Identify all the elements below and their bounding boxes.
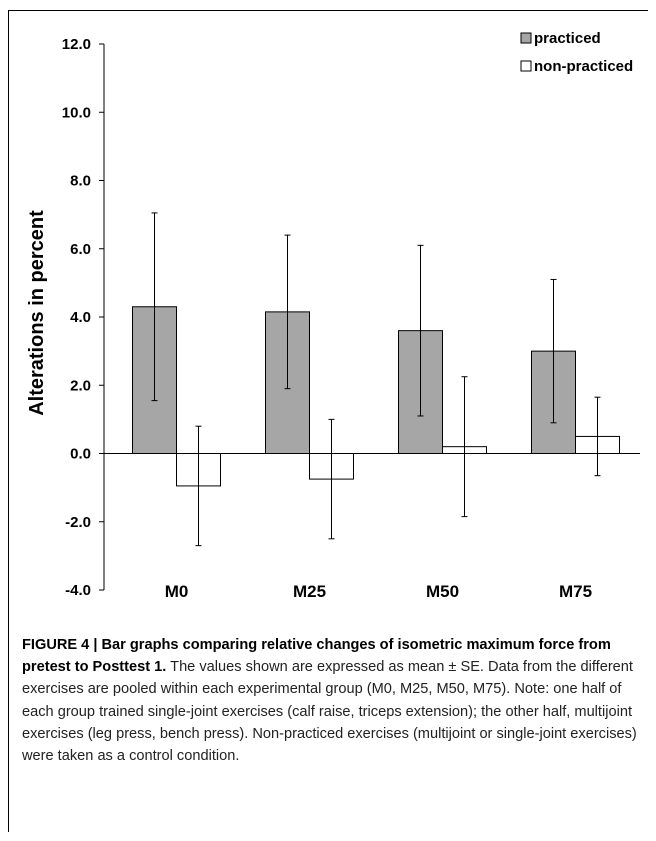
legend-label-non-practiced: non-practiced [534,58,633,75]
x-tick-label: M50 [426,582,459,601]
figure-caption: FIGURE 4 | Bar graphs comparing relative… [22,634,642,767]
y-tick-label: 2.0 [70,377,91,394]
y-tick-label: 0.0 [70,446,91,463]
y-axis-title: Alterations in percent [26,210,48,416]
caption-title: FIGURE 4 | Bar graphs comparing relative… [22,637,611,676]
bar-chart: 12.0 10.0 8.0 6.0 4.0 2.0 0.0 -2.0 -4.0 Alteratio… [26,30,640,601]
y-tick-label: 10.0 [62,104,91,121]
legend-swatch-non-practiced [520,60,532,72]
figure-frame-left [8,10,9,832]
y-tick-label: -4.0 [65,582,91,599]
x-tick-label: M0 [165,582,189,601]
x-tick-label: M75 [559,582,592,601]
y-tick-label: -2.0 [65,514,91,531]
figure-frame-top [8,10,648,11]
y-tick-label: 4.0 [70,309,91,326]
y-tick-label: 12.0 [62,36,91,53]
y-tick-label: 6.0 [70,241,91,258]
y-tick-label: 8.0 [70,173,91,190]
legend-label-practiced: practiced [534,30,601,47]
legend-swatch-practiced [520,32,532,44]
caption-body: The values shown are expressed as mean ±… [22,659,637,765]
x-tick-label: M25 [293,582,326,601]
